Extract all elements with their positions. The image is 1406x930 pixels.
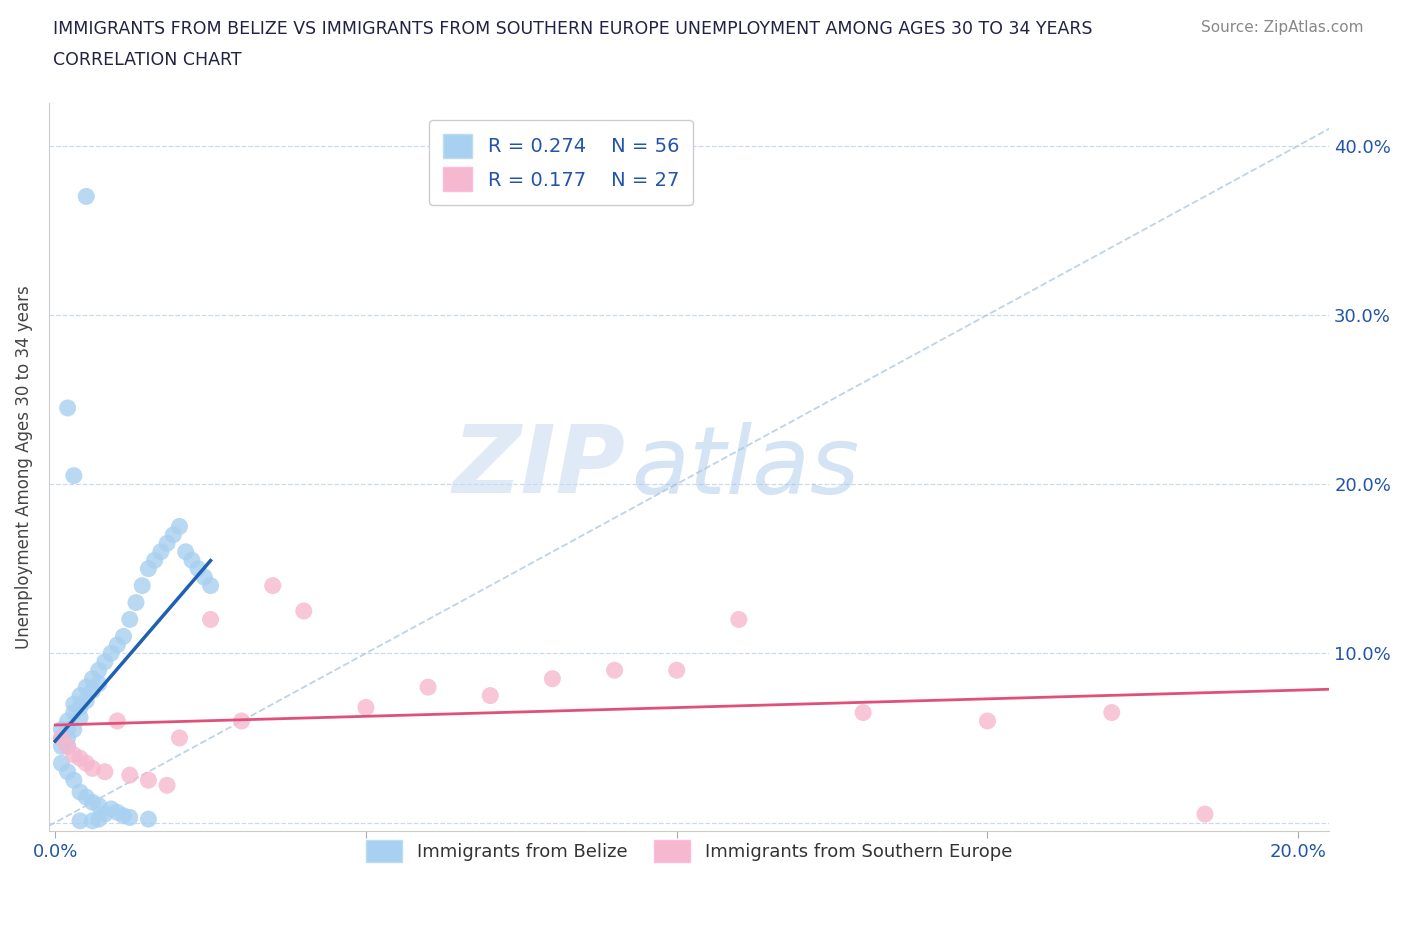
Point	[75, 189, 97, 204]
Point	[149, 544, 172, 559]
Point	[131, 578, 153, 593]
Point	[82, 671, 104, 686]
Legend: Immigrants from Belize, Immigrants from Southern Europe: Immigrants from Belize, Immigrants from …	[359, 832, 1019, 870]
Point	[56, 730, 79, 745]
Point	[56, 713, 79, 728]
Point	[138, 562, 160, 577]
Point	[354, 700, 377, 715]
Point	[187, 562, 209, 577]
Point	[56, 401, 79, 416]
Point	[105, 805, 128, 820]
Point	[82, 684, 104, 698]
Point	[51, 739, 73, 754]
Text: atlas: atlas	[631, 421, 859, 512]
Point	[69, 688, 91, 703]
Point	[112, 808, 135, 823]
Point	[727, 612, 749, 627]
Point	[69, 711, 91, 725]
Point	[56, 722, 79, 737]
Point	[200, 578, 222, 593]
Point	[200, 612, 222, 627]
Point	[87, 798, 110, 813]
Point	[51, 756, 73, 771]
Point	[100, 802, 122, 817]
Point	[118, 767, 141, 782]
Point	[94, 806, 117, 821]
Point	[156, 536, 179, 551]
Point	[180, 552, 202, 567]
Point	[63, 773, 86, 788]
Point	[56, 764, 79, 779]
Y-axis label: Unemployment Among Ages 30 to 34 years: Unemployment Among Ages 30 to 34 years	[15, 286, 32, 649]
Point	[976, 713, 998, 728]
Point	[82, 761, 104, 776]
Text: IMMIGRANTS FROM BELIZE VS IMMIGRANTS FROM SOUTHERN EUROPE UNEMPLOYMENT AMONG AGE: IMMIGRANTS FROM BELIZE VS IMMIGRANTS FRO…	[53, 20, 1092, 38]
Point	[292, 604, 315, 618]
Point	[82, 814, 104, 829]
Point	[63, 705, 86, 720]
Point	[75, 790, 97, 804]
Point	[1101, 705, 1123, 720]
Point	[51, 730, 73, 745]
Point	[231, 713, 253, 728]
Text: CORRELATION CHART: CORRELATION CHART	[53, 51, 242, 69]
Point	[262, 578, 284, 593]
Point	[112, 629, 135, 644]
Point	[87, 812, 110, 827]
Point	[100, 645, 122, 660]
Point	[416, 680, 439, 695]
Point	[169, 519, 191, 534]
Point	[63, 748, 86, 763]
Text: ZIP: ZIP	[453, 421, 626, 513]
Point	[169, 730, 191, 745]
Point	[69, 785, 91, 800]
Point	[63, 722, 86, 737]
Point	[156, 777, 179, 792]
Point	[75, 756, 97, 771]
Text: Source: ZipAtlas.com: Source: ZipAtlas.com	[1201, 20, 1364, 35]
Point	[541, 671, 564, 686]
Point	[69, 751, 91, 765]
Point	[82, 795, 104, 810]
Point	[105, 713, 128, 728]
Point	[51, 730, 73, 745]
Point	[87, 676, 110, 691]
Point	[63, 697, 86, 711]
Point	[852, 705, 875, 720]
Point	[75, 680, 97, 695]
Point	[118, 810, 141, 825]
Point	[94, 764, 117, 779]
Point	[143, 552, 166, 567]
Point	[56, 739, 79, 754]
Point	[87, 663, 110, 678]
Point	[603, 663, 626, 678]
Point	[138, 812, 160, 827]
Point	[118, 612, 141, 627]
Point	[138, 773, 160, 788]
Point	[75, 693, 97, 708]
Point	[56, 739, 79, 754]
Point	[665, 663, 688, 678]
Point	[51, 722, 73, 737]
Point	[63, 468, 86, 483]
Point	[69, 700, 91, 715]
Point	[94, 655, 117, 670]
Point	[1194, 806, 1216, 821]
Point	[174, 544, 197, 559]
Point	[193, 570, 215, 585]
Point	[105, 637, 128, 652]
Point	[69, 814, 91, 829]
Point	[162, 527, 184, 542]
Point	[125, 595, 148, 610]
Point	[479, 688, 502, 703]
